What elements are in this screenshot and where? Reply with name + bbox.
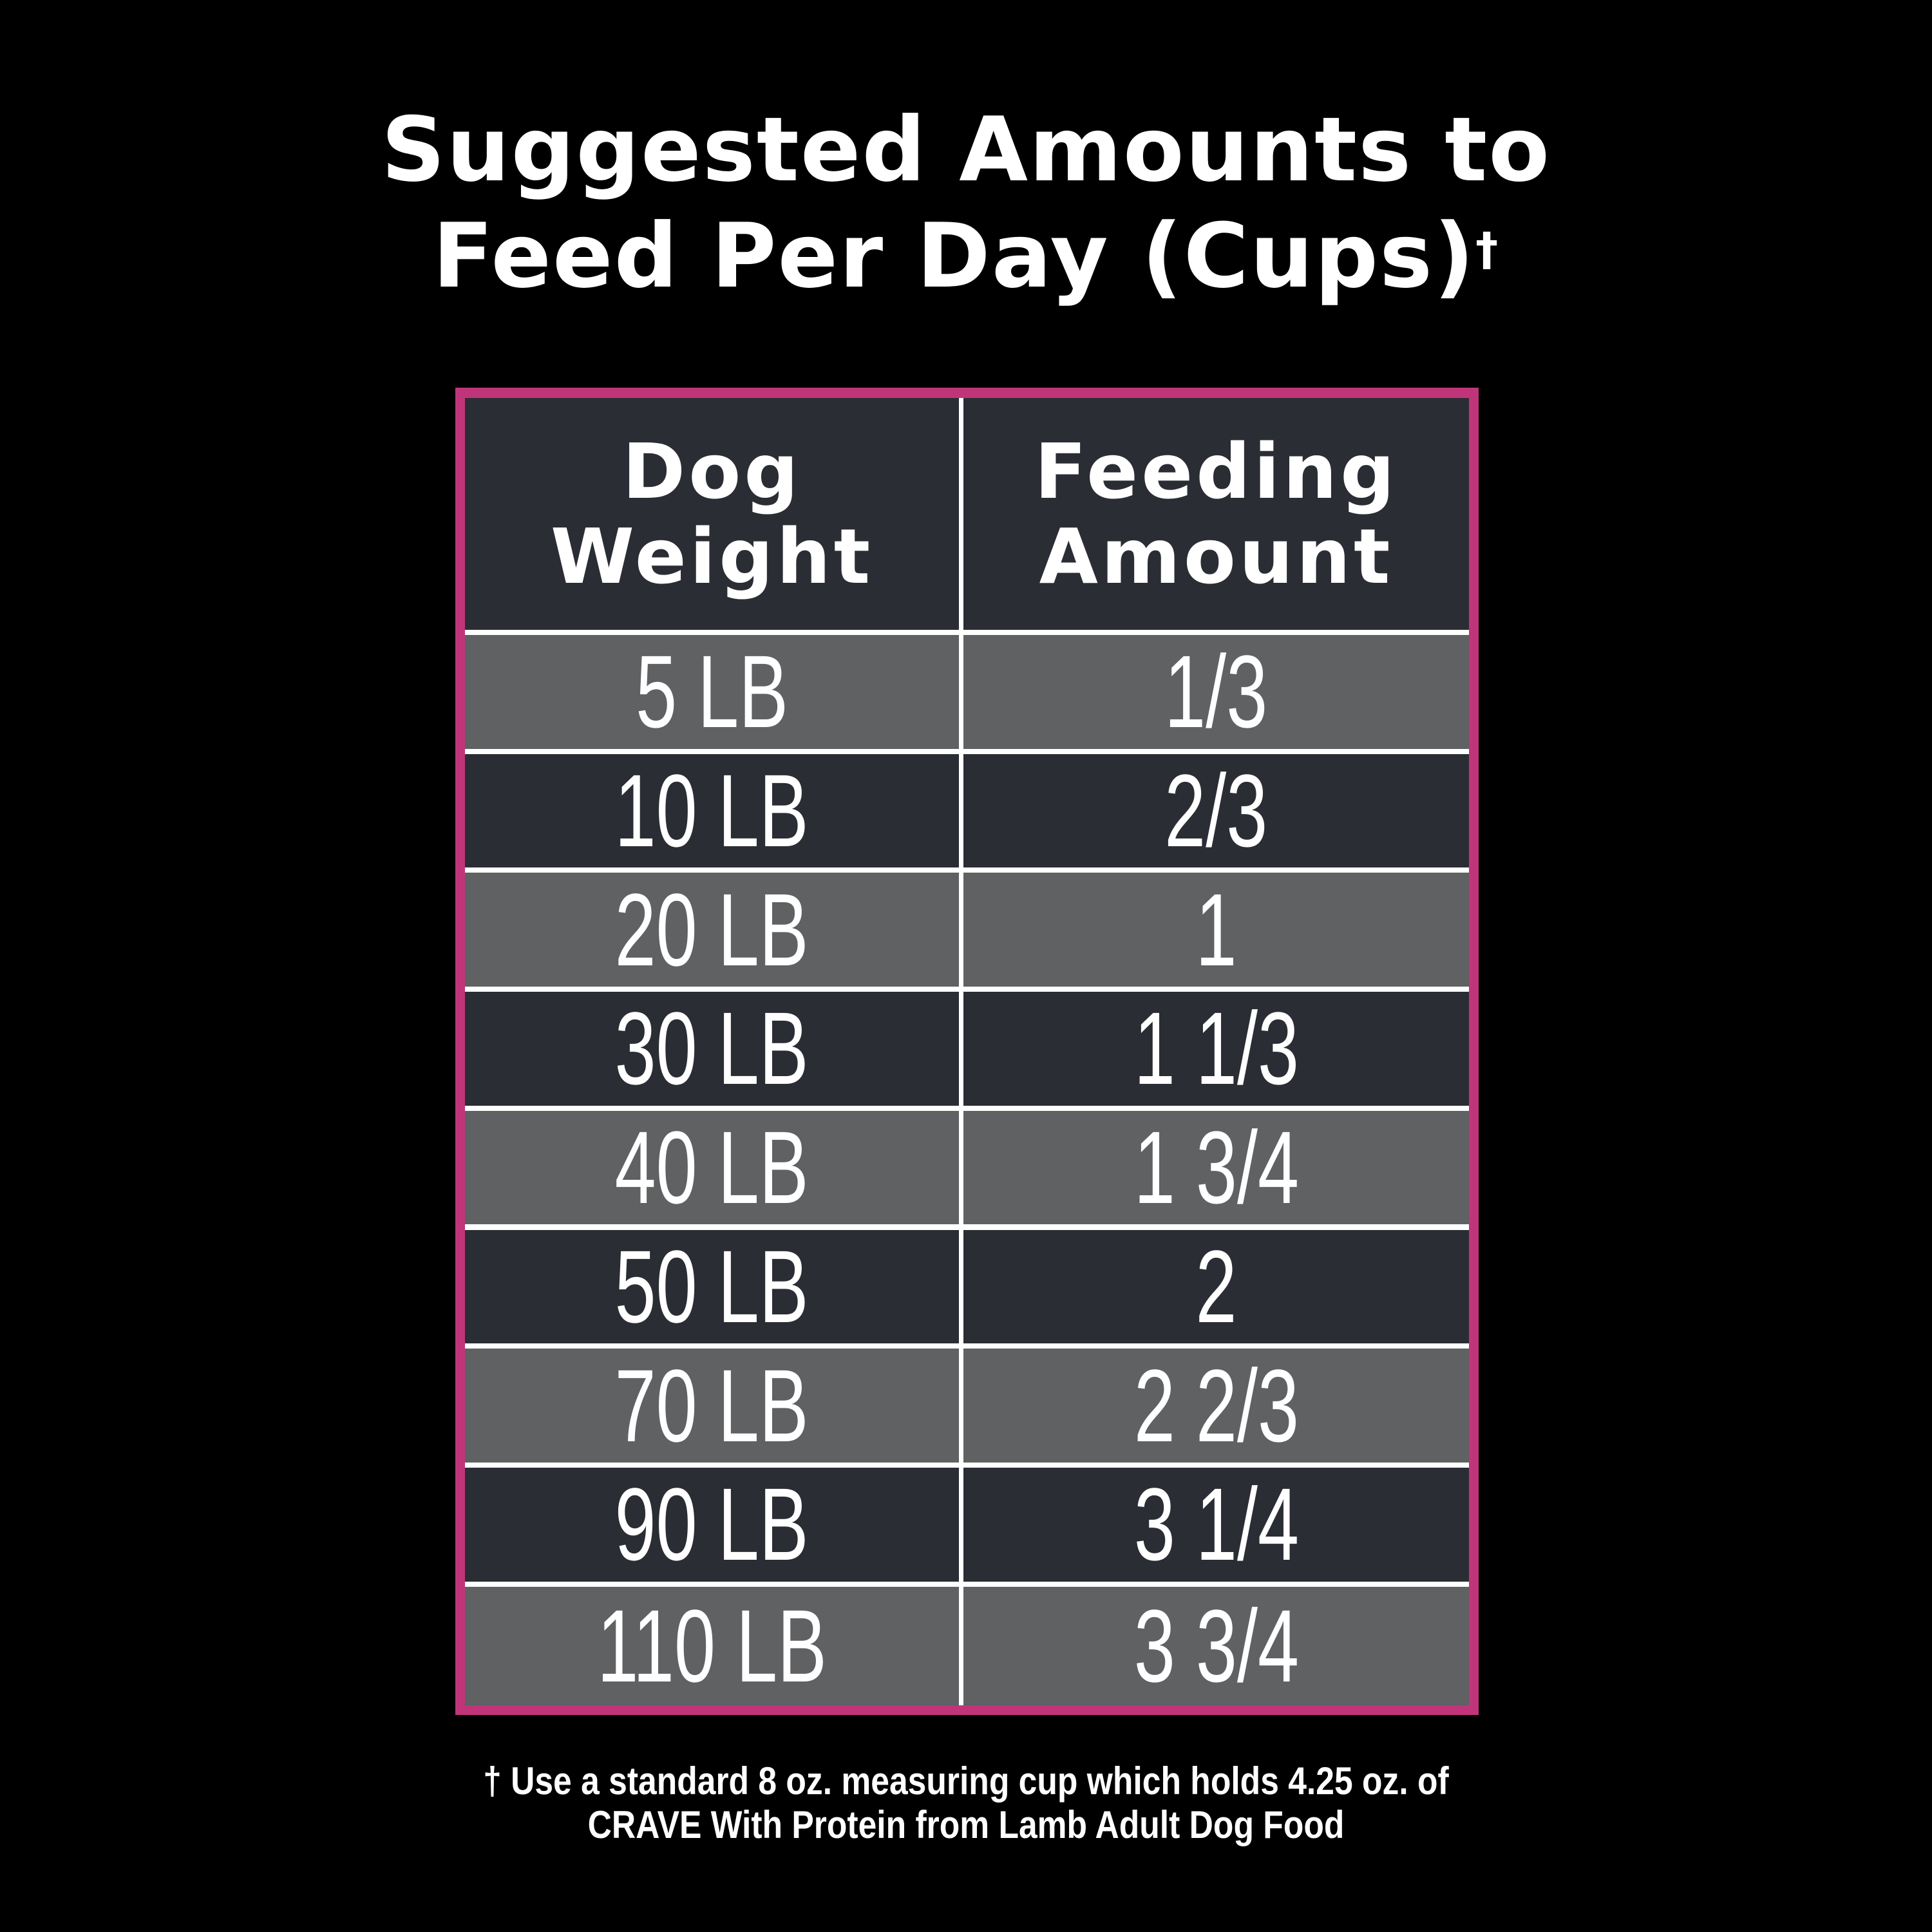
dog-weight-cell: 90 LB [465,1466,959,1582]
feeding-amount-cell: 1 1/3 [963,990,1469,1106]
feeding-amount-cell: 3 1/4 [963,1466,1469,1582]
cell-text: 50 LB [614,1228,810,1344]
table-row: 90 LB 3 1/4 [465,1466,1469,1582]
cell-text: 3 1/4 [1133,1466,1299,1582]
cell-text: 1 [1195,871,1237,987]
table-row: 10 LB 2/3 [465,753,1469,869]
dog-weight-cell: 30 LB [465,990,959,1106]
footnote-line-2: CRAVE With Protein from Lamb Adult Dog F… [587,1803,1345,1846]
cell-text: 110 LB [597,1587,827,1703]
dog-weight-cell: 50 LB [465,1228,959,1344]
cell-text: 20 LB [614,871,810,987]
cell-text: 1 1/3 [1133,990,1299,1106]
header-text: Feeding [1034,427,1398,516]
table-row: 5 LB 1/3 [465,634,1469,750]
cell-text: 40 LB [614,1110,810,1226]
dog-weight-cell: 70 LB [465,1347,959,1463]
header-feeding-amount: Feeding Amount [963,398,1469,630]
header-text: Weight [550,512,874,601]
page-title: Suggested Amounts to Feed Per Day (Cups)… [0,97,1932,309]
header-text: Amount [1039,512,1394,601]
table-row: 30 LB 1 1/3 [465,990,1469,1106]
header-text: Dog [622,427,802,516]
cell-text: 2/3 [1164,753,1268,869]
dog-weight-cell: 40 LB [465,1110,959,1226]
title-line-1: Suggested Amounts to [381,98,1551,202]
header-dog-weight: Dog Weight [465,398,959,630]
dog-weight-cell: 10 LB [465,753,959,869]
cell-text: 1/3 [1164,634,1268,750]
footnote-line-1: † Use a standard 8 oz. measuring cup whi… [483,1759,1449,1803]
footnote: † Use a standard 8 oz. measuring cup whi… [0,1759,1932,1847]
cell-text: 3 3/4 [1133,1587,1299,1703]
cell-text: 90 LB [614,1466,810,1582]
dagger-mark: † [1475,223,1500,276]
table-body: Dog Weight Feeding Amount 5 LB 1/3 10 LB 2/3 2… [465,398,1469,1705]
cell-text: 2 [1195,1228,1237,1344]
table-row: 70 LB 2 2/3 [465,1347,1469,1463]
feeding-amount-cell: 2 2/3 [963,1347,1469,1463]
dog-weight-cell: 110 LB [465,1586,959,1705]
table-row: 40 LB 1 3/4 [465,1110,1469,1226]
feeding-amount-cell: 3 3/4 [963,1586,1469,1705]
table-row: 110 LB 3 3/4 [465,1586,1469,1705]
title-line-2: Feed Per Day (Cups)† [432,204,1500,308]
cell-text: 1 3/4 [1133,1110,1299,1226]
dog-weight-cell: 20 LB [465,871,959,987]
feeding-amount-cell: 2 [963,1228,1469,1344]
cell-text: 5 LB [636,634,788,750]
feeding-amount-cell: 1/3 [963,634,1469,750]
table-row: 20 LB 1 [465,871,1469,987]
table-row: 50 LB 2 [465,1228,1469,1344]
feeding-table: Dog Weight Feeding Amount 5 LB 1/3 10 LB 2/3 2… [455,388,1479,1715]
cell-text: 70 LB [614,1347,810,1463]
cell-text: 30 LB [614,990,810,1106]
feeding-amount-cell: 1 [963,871,1469,987]
feeding-amount-cell: 1 3/4 [963,1110,1469,1226]
dog-weight-cell: 5 LB [465,634,959,750]
feeding-amount-cell: 2/3 [963,753,1469,869]
cell-text: 10 LB [614,753,810,869]
cell-text: 2 2/3 [1133,1347,1299,1463]
